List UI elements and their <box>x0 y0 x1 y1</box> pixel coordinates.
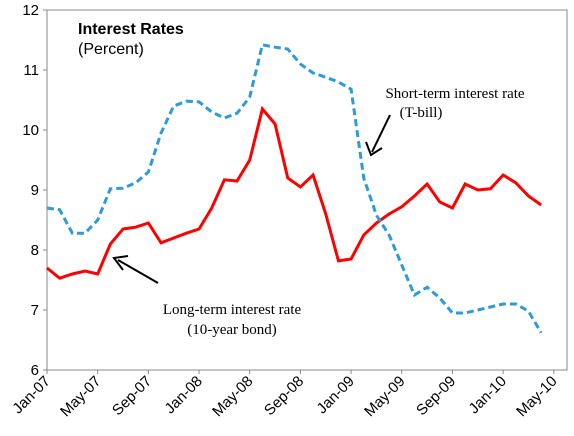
x-tick-label: Jan-07 <box>9 373 53 417</box>
chart-title: Interest Rates <box>78 21 184 38</box>
y-tick-label: 6 <box>31 362 39 379</box>
x-tick-label: Jan-09 <box>313 373 357 417</box>
line-series <box>46 43 543 334</box>
x-tick-label: Sep-08 <box>261 373 307 419</box>
y-tick-label: 12 <box>22 2 39 19</box>
y-tick-label: 11 <box>23 62 39 79</box>
annotation: Short-term interest rate <box>385 86 524 102</box>
x-tick-label: May-09 <box>361 373 408 420</box>
arrows <box>112 114 391 284</box>
annotation: (10-year bond) <box>187 322 277 338</box>
y-tick-label: 9 <box>31 182 39 199</box>
x-tick-label: Jan-08 <box>161 373 205 417</box>
x-tick-label: May-08 <box>209 373 256 420</box>
x-tick-label: May-10 <box>513 373 560 420</box>
x-tick-label: Jan-10 <box>465 373 509 417</box>
annotation: (T-bill) <box>400 105 443 121</box>
y-tick-label: 8 <box>31 242 39 259</box>
x-tick-label: Sep-09 <box>413 373 459 419</box>
x-tick-label: Sep-07 <box>109 373 155 419</box>
chart-subtitle: (Percent) <box>78 41 144 58</box>
y-tick-label: 10 <box>22 122 39 139</box>
annotation: Long-term interest rate <box>163 302 302 318</box>
y-tick-label: 7 <box>31 302 39 319</box>
line-series <box>46 105 542 280</box>
x-tick-label: May-07 <box>57 373 104 420</box>
